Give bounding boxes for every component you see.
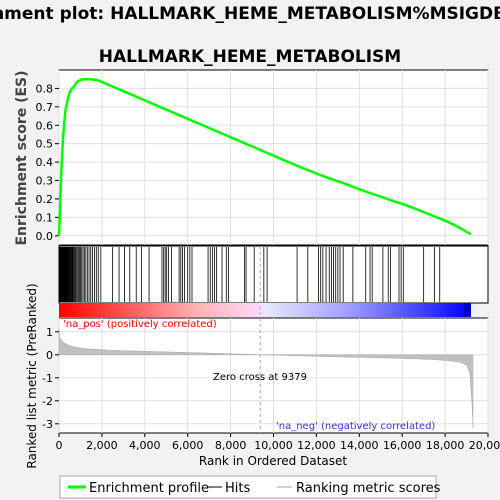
x-axis-label: Rank in Ordered Dataset <box>199 454 347 468</box>
chart-title-line2: HALLMARK_HEME_METABOLISM <box>99 47 401 67</box>
es-tick-label: 0.6 <box>36 119 54 132</box>
es-tick-label: 0.8 <box>36 82 54 95</box>
legend-metric-label: Ranking metric scores <box>296 481 441 496</box>
enrichment-profile-line <box>57 77 472 236</box>
na-neg-label: 'na_neg' (negatively correlated) <box>276 421 435 432</box>
x-tick-label: 4,000 <box>129 439 161 452</box>
metric-tick-label: 0 <box>46 349 53 362</box>
es-tick-label: 0.3 <box>36 175 54 188</box>
metric-y-ticks: -3 -2 -1 0 1 <box>42 326 59 431</box>
es-tick-label: 0.2 <box>36 193 54 206</box>
zero-cross-label: Zero cross at 9379 <box>213 372 307 383</box>
legend-enrichment-label: Enrichment profile <box>89 481 209 496</box>
metric-tick-label: -1 <box>42 372 53 385</box>
hit-ticks <box>59 247 441 302</box>
x-tick-label: 8,000 <box>215 439 247 452</box>
hits-area <box>58 245 489 304</box>
es-tick-label: 0.0 <box>36 230 54 243</box>
x-tick-label: 10,000 <box>254 439 293 452</box>
metric-tick-label: 1 <box>46 326 53 339</box>
x-tick-label: 0 <box>56 439 63 452</box>
x-tick-label: 2,000 <box>86 439 118 452</box>
legend-box <box>59 475 437 499</box>
chart-title-line1: Enrichment plot: HALLMARK_HEME_METABOLIS… <box>0 4 500 24</box>
x-tick-label: 12,000 <box>297 439 336 452</box>
x-tick-label: 6,000 <box>172 439 204 452</box>
metric-y-axis-label: Ranked list metric (PreRanked) <box>25 283 39 468</box>
es-grid <box>58 70 489 245</box>
es-tick-label: 0.1 <box>36 211 54 224</box>
metric-tick-label: -3 <box>42 418 53 431</box>
x-tick-label: 14,000 <box>340 439 379 452</box>
es-y-ticks: 0.0 0.1 0.2 0.3 0.4 0.5 0.6 0.7 0.8 <box>36 82 59 243</box>
x-tick-label: 20,000 <box>469 439 500 452</box>
legend-hits-label: Hits <box>225 481 250 496</box>
es-y-axis-label: Enrichment score (ES) <box>14 70 30 245</box>
metric-tick-label: -2 <box>42 395 53 408</box>
es-tick-label: 0.4 <box>36 156 54 169</box>
es-tick-label: 0.7 <box>36 101 54 114</box>
x-ticks: 0 2,000 4,000 6,000 8,000 10,000 12,000 14,000 1… <box>56 433 500 452</box>
ranking-metric-area <box>58 329 474 429</box>
x-tick-label: 18,000 <box>426 439 465 452</box>
es-tick-label: 0.5 <box>36 138 54 151</box>
rank-color-bar <box>59 303 471 317</box>
rank-color-bar-end <box>464 303 471 317</box>
x-tick-label: 16,000 <box>383 439 422 452</box>
na-pos-label: 'na_pos' (positively correlated) <box>63 319 217 330</box>
